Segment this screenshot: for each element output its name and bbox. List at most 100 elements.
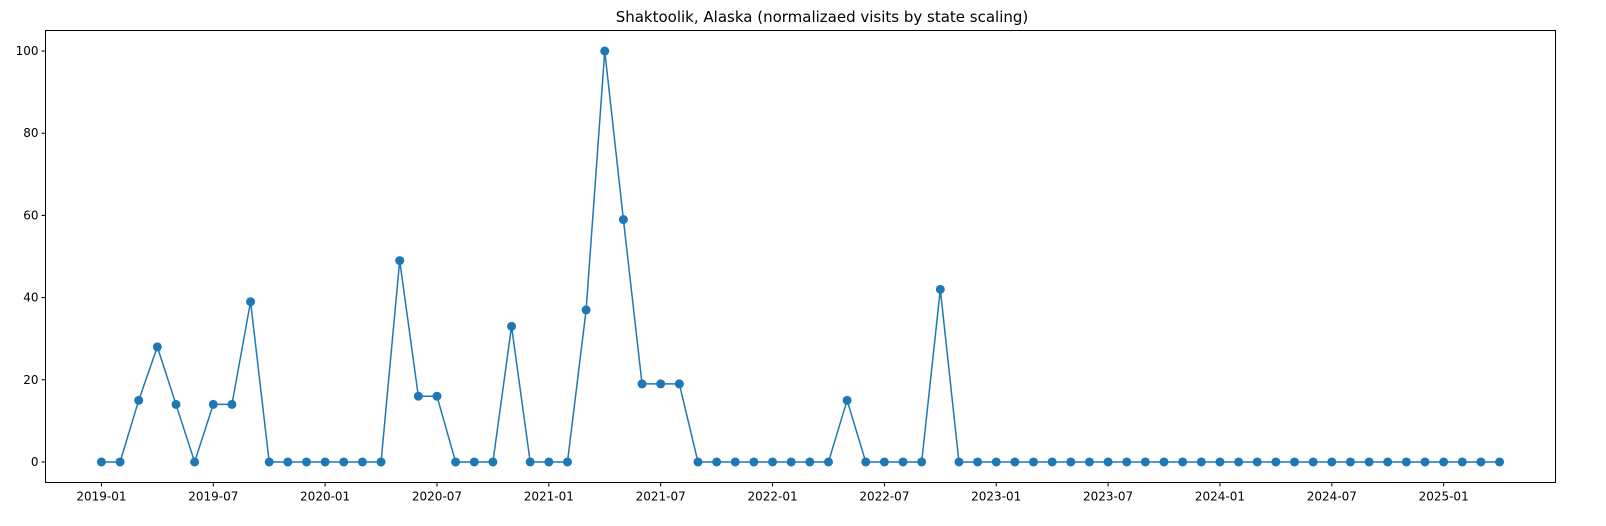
x-tick-label: 2023-07 <box>1083 490 1133 504</box>
data-point <box>973 457 983 467</box>
data-point <box>1476 457 1486 467</box>
data-point <box>357 457 367 467</box>
data-point <box>1047 457 1057 467</box>
data-point <box>1140 457 1150 467</box>
data-point <box>152 342 162 352</box>
x-tick-label: 2023-01 <box>971 490 1021 504</box>
data-point <box>115 457 125 467</box>
data-point <box>1215 457 1225 467</box>
x-tick-label: 2022-01 <box>747 490 797 504</box>
y-tick-label: 100 <box>16 44 39 58</box>
data-point <box>376 457 386 467</box>
data-point <box>432 391 442 401</box>
data-point <box>917 457 927 467</box>
data-point <box>171 399 181 409</box>
x-tick-label: 2022-07 <box>859 490 909 504</box>
x-tick-label: 2021-01 <box>524 490 574 504</box>
data-point <box>768 457 778 467</box>
data-point <box>544 457 554 467</box>
data-point <box>451 457 461 467</box>
x-tick-label: 2025-01 <box>1419 490 1469 504</box>
data-point <box>712 457 722 467</box>
y-axis: 0 20 40 60 80 100 <box>16 44 46 469</box>
series-layer <box>96 46 1505 467</box>
data-point <box>1439 457 1449 467</box>
data-point <box>861 457 871 467</box>
data-point <box>413 391 423 401</box>
x-tick-label: 2019-07 <box>188 490 238 504</box>
data-point <box>879 457 889 467</box>
data-point <box>842 395 852 405</box>
data-point <box>208 399 218 409</box>
plot-area <box>45 30 1556 483</box>
data-point <box>1364 457 1374 467</box>
data-point <box>786 457 796 467</box>
data-point <box>1084 457 1094 467</box>
data-point <box>1290 457 1300 467</box>
data-point <box>246 297 256 307</box>
data-point <box>507 321 517 331</box>
data-point <box>1420 457 1430 467</box>
data-point <box>674 379 684 389</box>
data-point <box>1066 457 1076 467</box>
data-point <box>1327 457 1337 467</box>
y-tick-label: 20 <box>23 373 38 387</box>
y-tick-label: 0 <box>31 455 39 469</box>
data-point <box>1383 457 1393 467</box>
data-point <box>656 379 666 389</box>
data-point <box>1159 457 1169 467</box>
data-point <box>935 284 945 294</box>
data-point <box>1103 457 1113 467</box>
x-tick-label: 2021-07 <box>636 490 686 504</box>
data-point <box>954 457 964 467</box>
data-point <box>1271 457 1281 467</box>
data-point <box>618 215 628 225</box>
data-point <box>693 457 703 467</box>
chart-title: Shaktoolik, Alaska (normalizaed visits b… <box>616 8 1029 26</box>
data-point <box>805 457 815 467</box>
data-point <box>190 457 200 467</box>
x-tick-label: 2019-01 <box>76 490 126 504</box>
data-point <box>1495 457 1505 467</box>
data-point <box>600 46 610 56</box>
series-line <box>101 50 1500 465</box>
data-point <box>562 457 572 467</box>
data-point <box>991 457 1001 467</box>
data-point <box>823 457 833 467</box>
data-point <box>134 395 144 405</box>
x-tick-label: 2020-07 <box>412 490 462 504</box>
data-point <box>898 457 908 467</box>
data-point <box>1178 457 1188 467</box>
data-point <box>1234 457 1244 467</box>
x-axis: 2019-01 2019-07 2020-01 2020-07 2021-01 2021-… <box>76 482 1469 504</box>
data-point <box>1457 457 1467 467</box>
data-point <box>264 457 274 467</box>
data-point <box>301 457 311 467</box>
data-point <box>749 457 759 467</box>
x-tick-label: 2024-07 <box>1307 490 1357 504</box>
data-point <box>227 399 237 409</box>
data-point <box>730 457 740 467</box>
y-tick-label: 40 <box>23 291 38 305</box>
data-point <box>1029 457 1039 467</box>
data-point <box>1252 457 1262 467</box>
data-point <box>525 457 535 467</box>
x-tick-label: 2024-01 <box>1195 490 1245 504</box>
data-point <box>581 305 591 315</box>
data-point <box>1122 457 1132 467</box>
data-point <box>1196 457 1206 467</box>
data-point <box>283 457 293 467</box>
data-point <box>1345 457 1355 467</box>
data-point <box>320 457 330 467</box>
y-tick-label: 80 <box>23 126 38 140</box>
data-point <box>395 256 405 266</box>
data-point <box>339 457 349 467</box>
y-tick-label: 60 <box>23 208 38 222</box>
x-tick-label: 2020-01 <box>300 490 350 504</box>
data-point <box>96 457 106 467</box>
data-point <box>1401 457 1411 467</box>
data-point <box>1010 457 1020 467</box>
data-point <box>637 379 647 389</box>
data-point <box>1308 457 1318 467</box>
